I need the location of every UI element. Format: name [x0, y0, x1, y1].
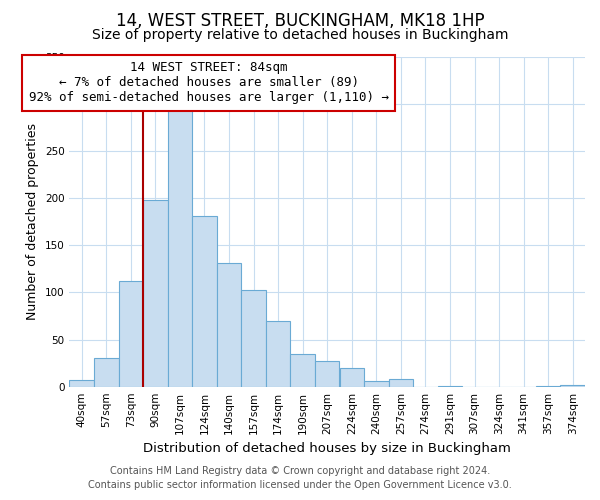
- Bar: [119, 281, 143, 386]
- Text: Contains HM Land Registry data © Crown copyright and database right 2024.
Contai: Contains HM Land Registry data © Crown c…: [88, 466, 512, 490]
- Bar: [290, 354, 315, 386]
- Bar: [217, 263, 241, 386]
- Bar: [167, 110, 192, 386]
- Bar: [192, 216, 217, 386]
- Text: 14, WEST STREET, BUCKINGHAM, MK18 1HP: 14, WEST STREET, BUCKINGHAM, MK18 1HP: [116, 12, 484, 30]
- Bar: [389, 379, 413, 386]
- Bar: [340, 368, 364, 386]
- X-axis label: Distribution of detached houses by size in Buckingham: Distribution of detached houses by size …: [143, 442, 511, 455]
- Bar: [364, 381, 389, 386]
- Text: Size of property relative to detached houses in Buckingham: Size of property relative to detached ho…: [92, 28, 508, 42]
- Text: 14 WEST STREET: 84sqm
← 7% of detached houses are smaller (89)
92% of semi-detac: 14 WEST STREET: 84sqm ← 7% of detached h…: [29, 62, 389, 104]
- Bar: [241, 290, 266, 386]
- Y-axis label: Number of detached properties: Number of detached properties: [26, 123, 39, 320]
- Bar: [266, 320, 290, 386]
- Bar: [315, 361, 340, 386]
- Bar: [70, 380, 94, 386]
- Bar: [143, 200, 167, 386]
- Bar: [94, 358, 119, 386]
- Bar: [560, 385, 585, 386]
